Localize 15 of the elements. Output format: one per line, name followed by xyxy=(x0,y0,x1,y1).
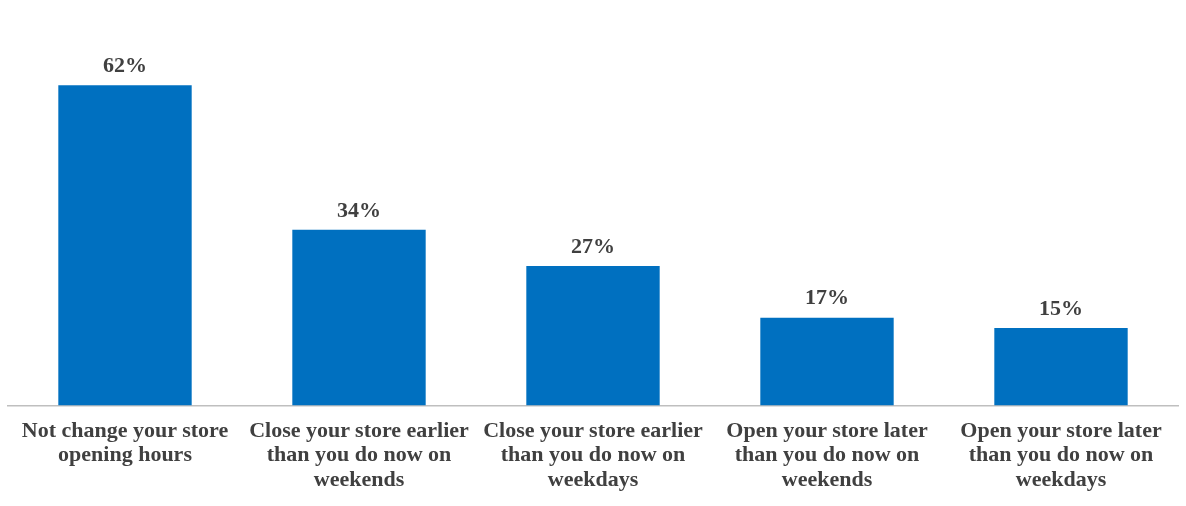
data-label: 27% xyxy=(571,232,615,258)
x-tick-label: Not change your store opening hours xyxy=(21,417,229,467)
bar xyxy=(58,85,192,406)
bar xyxy=(526,266,660,406)
bar xyxy=(994,327,1128,406)
bar xyxy=(292,229,426,406)
bar xyxy=(760,317,894,406)
data-label: 15% xyxy=(1039,294,1083,320)
data-label: 62% xyxy=(103,51,147,77)
x-tick-label: Close your store earlier than you do now on weekends xyxy=(249,417,470,491)
data-label: 34% xyxy=(337,196,381,222)
x-tick-label: Close your store earlier than you do now on weekdays xyxy=(483,417,704,491)
data-label: 17% xyxy=(805,284,849,310)
x-tick-label: Open your store later than you do now on weekends xyxy=(726,417,928,491)
x-tick-label: Open your store later than you do now on weekdays xyxy=(960,417,1162,491)
